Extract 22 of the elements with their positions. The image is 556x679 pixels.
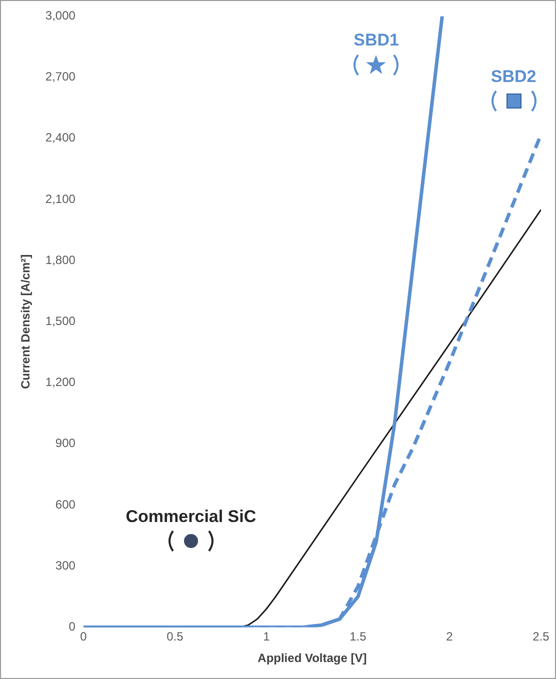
x-tick-label: 0: [80, 630, 88, 644]
y-tick-label: 3,000: [45, 8, 76, 23]
y-tick-label: 300: [55, 558, 76, 572]
y-axis-title: Current Density [A/cm²]: [18, 254, 33, 390]
x-tick-label: 2.5: [532, 630, 550, 644]
y-tick-label: 2,100: [45, 192, 76, 206]
x-tick-label: 1: [263, 630, 270, 644]
x-tick-label: 2: [446, 630, 454, 644]
y-tick-label: 1,500: [45, 314, 76, 328]
y-tick-label: 900: [55, 436, 76, 450]
y-tick-label: 600: [55, 497, 76, 512]
text: Commercial SiC: [126, 506, 256, 526]
y-tick-label: 1,200: [45, 375, 76, 390]
text: SBD2: [490, 66, 536, 86]
y-tick-label: 1,800: [45, 252, 76, 267]
y-tick-label: 0: [68, 620, 76, 634]
y-tick-label: 2,700: [45, 70, 76, 84]
x-tick-label: 0.5: [166, 630, 184, 644]
text: SBD1: [354, 30, 399, 50]
x-tick-label: 1.5: [350, 630, 367, 644]
x-axis-title: Applied Voltage [V]: [258, 651, 367, 666]
y-tick-label: 2,400: [45, 130, 76, 145]
